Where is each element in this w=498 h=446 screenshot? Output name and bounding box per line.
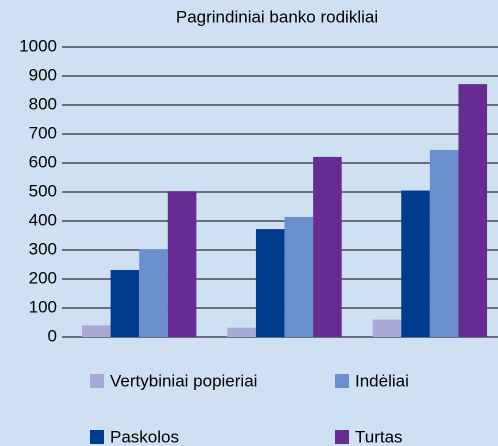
- bar: [429, 149, 459, 337]
- legend-label: Indėliai: [355, 371, 409, 390]
- legend-label: Vertybiniai popieriai: [110, 371, 257, 390]
- bar: [255, 229, 285, 337]
- bar: [110, 270, 140, 337]
- bar: [284, 216, 314, 337]
- bar: [227, 327, 256, 337]
- legend-label: Paskolos: [110, 427, 179, 446]
- legend-swatch: [335, 374, 349, 388]
- y-tick-label: 100: [29, 297, 57, 316]
- y-tick-label: 900: [29, 65, 57, 84]
- y-tick-label: 1000: [19, 36, 57, 55]
- y-tick-label: 300: [29, 239, 57, 258]
- bar: [82, 325, 111, 337]
- bar: [458, 84, 488, 338]
- chart-title: Pagrindiniai banko rodikliai: [176, 7, 378, 26]
- y-tick-label: 700: [29, 123, 57, 142]
- y-tick-label: 500: [29, 181, 57, 200]
- legend-swatch: [90, 374, 104, 388]
- bar: [139, 249, 168, 337]
- bar: [167, 191, 197, 337]
- legend-label: Turtas: [355, 427, 403, 446]
- legend-swatch: [335, 430, 349, 444]
- y-tick-label: 0: [48, 326, 57, 345]
- y-tick-label: 200: [29, 268, 57, 287]
- bar: [401, 190, 430, 337]
- bar: [372, 319, 402, 337]
- legend-swatch: [90, 430, 104, 444]
- y-tick-label: 600: [29, 152, 57, 171]
- bar: [313, 156, 342, 337]
- y-tick-label: 400: [29, 210, 57, 229]
- y-tick-label: 800: [29, 94, 57, 113]
